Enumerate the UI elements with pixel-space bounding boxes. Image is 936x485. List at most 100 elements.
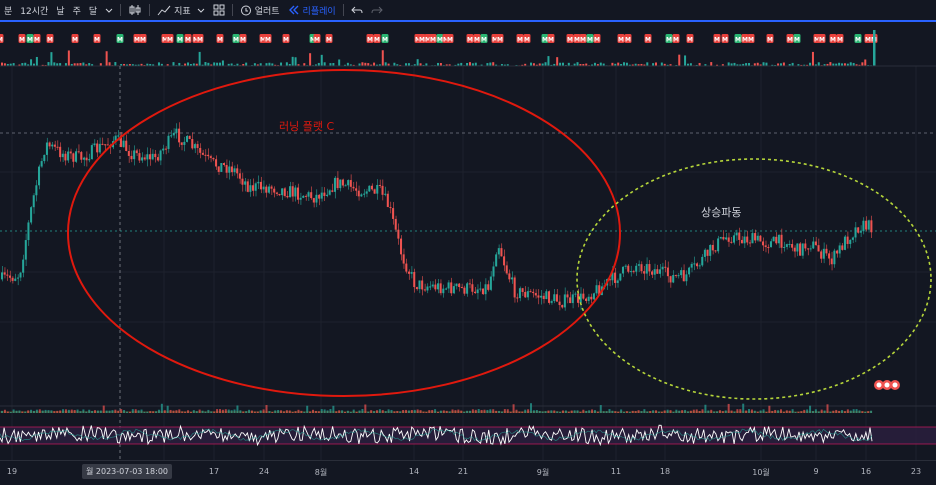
candle-body: [717, 238, 719, 251]
candle-body: [773, 237, 775, 241]
candle-body: [865, 221, 867, 230]
interval-dropdown[interactable]: [101, 0, 117, 20]
volume-bar: [565, 410, 567, 413]
alert-button[interactable]: 얼러트: [236, 0, 284, 20]
volume-bar: [114, 62, 116, 66]
time-tick: 19: [7, 467, 17, 476]
interval-12h[interactable]: 12시간: [16, 0, 52, 20]
candle-body: [128, 151, 130, 156]
replay-button[interactable]: 리플레이: [284, 0, 340, 20]
candle-body: [503, 256, 505, 265]
volume-bar: [327, 410, 329, 413]
candle-body: [323, 193, 325, 196]
candle-body: [374, 189, 376, 193]
volume-bar: [225, 409, 227, 413]
event-marker-glyph: M: [722, 37, 728, 44]
candle-body: [175, 129, 177, 133]
time-tick: 9월: [537, 467, 549, 478]
volume-bar: [545, 62, 547, 66]
volume-bar: [454, 410, 456, 413]
volume-bar: [582, 410, 584, 413]
volume-bar: [74, 410, 76, 413]
volume-bar: [120, 409, 122, 413]
candle-body: [265, 187, 267, 193]
candle-body: [347, 180, 349, 185]
event-marker-glyph: M: [185, 37, 191, 44]
candle-body: [59, 147, 61, 157]
candle-body: [154, 154, 156, 157]
interval-week[interactable]: 주: [69, 0, 85, 20]
volume-bar: [469, 62, 471, 66]
volume-bar: [472, 409, 474, 413]
candle-body: [30, 207, 32, 222]
volume-bar: [858, 410, 860, 413]
event-marker-glyph: M: [47, 37, 53, 44]
candle-body: [350, 180, 352, 187]
candle-body: [43, 155, 45, 161]
time-tick: 21: [458, 467, 468, 476]
indicator-badges[interactable]: [874, 380, 900, 390]
candle-body: [656, 269, 658, 274]
candle-body: [35, 185, 37, 195]
layout-button[interactable]: [209, 0, 229, 20]
candle-body: [56, 147, 58, 148]
volume-bar: [4, 410, 6, 413]
candle-body: [33, 195, 35, 207]
candle-type-button[interactable]: [124, 0, 146, 20]
interval-month[interactable]: 달: [85, 0, 101, 20]
candle-body: [670, 276, 672, 282]
time-axis[interactable]: 19 10 17 24 8월 14 21 9월 11 18 10월 9 16 2…: [0, 460, 936, 485]
volume-bar: [806, 409, 808, 413]
candle-body: [408, 272, 410, 274]
volume-bar: [242, 412, 244, 413]
undo-button[interactable]: [347, 0, 367, 20]
event-marker-glyph: M: [594, 37, 600, 44]
candle-body: [210, 156, 212, 158]
candle-body: [387, 194, 389, 207]
volume-bar: [248, 410, 250, 413]
volume-bar: [324, 62, 326, 66]
event-marker-glyph: M: [0, 37, 3, 44]
volume-bar: [379, 409, 381, 413]
candle-body: [260, 182, 262, 189]
candle-body: [778, 235, 780, 243]
volume-bar: [417, 59, 419, 66]
candle-body: [101, 144, 103, 145]
interval-minute[interactable]: 분: [0, 0, 16, 20]
indicators-button[interactable]: 지표: [153, 0, 209, 20]
redo-button[interactable]: [367, 0, 387, 20]
event-marker-glyph: M: [855, 37, 861, 44]
candle-body: [62, 154, 64, 157]
candle-body: [360, 194, 362, 196]
volume-bar: [274, 410, 276, 413]
candle-body: [204, 155, 206, 156]
candle-body: [596, 285, 598, 293]
candle-body: [714, 250, 716, 251]
candle-body: [770, 241, 772, 247]
candle-body: [12, 278, 14, 281]
candle-body: [326, 195, 328, 196]
candle-body: [300, 198, 302, 200]
candle-body: [117, 135, 119, 136]
candle-body: [397, 230, 399, 239]
volume-bar: [588, 410, 590, 413]
interval-day[interactable]: 날: [52, 0, 68, 20]
candle-body: [236, 168, 238, 173]
volume-bar: [65, 409, 67, 413]
toolbar-divider: [149, 4, 150, 16]
candle-body: [556, 294, 558, 301]
event-marker-glyph: M: [72, 37, 78, 44]
candle-body: [215, 159, 217, 166]
candle-body: [339, 180, 341, 189]
volume-bar: [856, 409, 858, 413]
candle-body: [540, 296, 542, 298]
candle-body: [167, 136, 169, 149]
volume-bar: [702, 409, 704, 413]
candle-body: [870, 220, 872, 232]
candle-body: [841, 245, 843, 249]
candle-body: [646, 264, 648, 274]
candle-body: [781, 235, 783, 248]
volume-bar: [428, 410, 430, 413]
volume-bar: [736, 409, 738, 413]
